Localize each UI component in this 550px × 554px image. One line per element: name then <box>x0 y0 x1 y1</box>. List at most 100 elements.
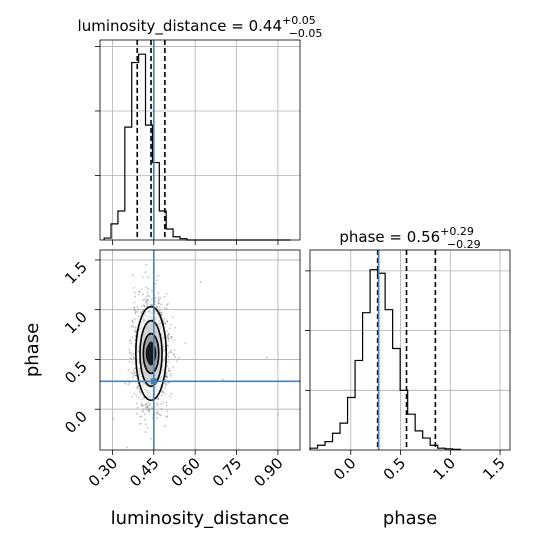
sample-point <box>173 353 175 355</box>
sample-point <box>138 389 141 392</box>
sample-point <box>158 302 161 305</box>
sample-point <box>130 371 132 374</box>
sample-point <box>167 344 169 347</box>
sample-point <box>144 423 147 426</box>
sample-point <box>170 392 173 395</box>
sample-point <box>145 296 148 299</box>
sample-point <box>168 338 171 340</box>
sample-point <box>127 369 130 371</box>
sample-point <box>163 295 166 298</box>
sample-point <box>157 397 160 400</box>
sample-point <box>165 416 168 419</box>
sample-point <box>147 276 150 279</box>
sample-point <box>145 403 148 406</box>
sample-point <box>150 298 153 301</box>
sample-point <box>265 356 268 359</box>
sample-point <box>163 424 166 427</box>
sample-point <box>154 297 157 300</box>
sample-point <box>154 282 157 285</box>
sample-point <box>156 412 159 415</box>
sample-point <box>156 410 159 413</box>
sample-point <box>133 393 136 395</box>
sample-point <box>167 336 169 339</box>
histogram-bars <box>309 269 461 451</box>
sample-point <box>134 374 137 377</box>
sample-point <box>175 360 178 363</box>
sample-point <box>157 302 160 305</box>
ticks <box>305 270 501 455</box>
sample-point <box>146 298 149 301</box>
sample-point <box>130 325 133 328</box>
sample-point <box>155 279 158 282</box>
phase-histogram <box>305 249 511 455</box>
sample-point <box>167 303 169 305</box>
sample-point <box>174 326 176 329</box>
truth-marker <box>150 378 157 385</box>
sample-point <box>130 357 133 360</box>
sample-point <box>133 317 136 320</box>
sample-point <box>163 387 166 389</box>
sample-point <box>134 309 137 312</box>
sample-point <box>139 391 141 394</box>
sample-point <box>141 398 144 401</box>
sample-point <box>132 356 135 359</box>
sample-point <box>199 280 202 283</box>
sample-point <box>135 394 138 397</box>
sample-point <box>145 263 148 266</box>
sample-point <box>146 405 149 408</box>
sample-point <box>160 313 162 316</box>
sample-point <box>151 407 154 410</box>
sample-point <box>166 344 169 347</box>
panel-frame <box>99 39 301 241</box>
sample-point <box>161 391 164 393</box>
sample-point <box>145 406 148 409</box>
sample-point <box>127 383 130 386</box>
sample-point <box>142 293 144 296</box>
sample-point <box>166 320 169 323</box>
sample-point <box>129 356 132 359</box>
y-tick-label: 1.0 <box>61 308 91 338</box>
sample-point <box>277 413 279 416</box>
sample-point <box>130 354 133 357</box>
sample-point <box>166 304 168 306</box>
sample-point <box>169 351 171 353</box>
sample-point <box>159 414 162 417</box>
ticks <box>95 259 279 455</box>
sample-point <box>170 374 172 377</box>
sample-point <box>159 311 162 314</box>
sample-point <box>173 349 176 351</box>
sample-point <box>167 355 170 358</box>
y-tick-label: 1.5 <box>61 258 91 288</box>
sample-point <box>156 305 159 308</box>
sample-point <box>162 391 165 394</box>
sample-point <box>165 293 168 295</box>
sample-point <box>167 333 170 335</box>
sample-point <box>131 361 134 363</box>
sample-point <box>168 332 170 335</box>
sample-point <box>141 404 144 407</box>
sample-point <box>143 413 146 416</box>
sample-point <box>144 301 147 304</box>
histogram-steps <box>309 269 461 451</box>
sample-point <box>134 371 136 373</box>
sample-point <box>155 412 158 415</box>
sample-point <box>128 351 131 354</box>
sample-point <box>133 301 136 304</box>
sample-point <box>147 299 150 302</box>
x-axis-label-phase: phase <box>383 508 437 529</box>
sample-point <box>221 378 224 381</box>
ticks <box>95 46 279 245</box>
sample-point <box>134 312 137 315</box>
sample-point <box>132 374 135 377</box>
sample-point <box>154 300 156 303</box>
sample-point <box>143 298 146 301</box>
sample-point <box>162 401 165 404</box>
sample-point <box>146 294 149 297</box>
sample-point <box>133 306 136 309</box>
sample-point <box>148 404 150 406</box>
sample-point <box>134 374 137 377</box>
sample-point <box>137 387 140 390</box>
sample-point <box>132 287 135 289</box>
phase-title: phase = 0.56+0.29 −0.29 <box>339 225 480 251</box>
sample-point <box>142 410 144 413</box>
